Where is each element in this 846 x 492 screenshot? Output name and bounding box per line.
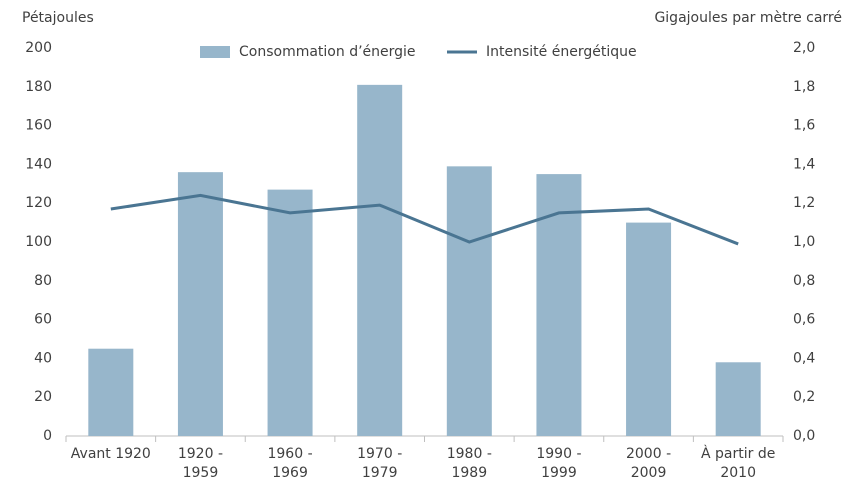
x-tick-label: 1960 -1969	[267, 446, 312, 481]
x-tick-label: À partir de 2010	[701, 445, 775, 481]
x-tick-label: 1970 -1979	[357, 446, 402, 481]
bar	[267, 189, 313, 436]
y2-tick-label: 1,6	[793, 118, 815, 134]
y-tick-label: 160	[25, 118, 52, 134]
y2-tick-label: 0,2	[793, 389, 815, 405]
y-tick-label: 40	[34, 350, 52, 366]
y2-tick-label: 2,0	[793, 40, 815, 56]
legend-label: Intensité énergétique	[486, 44, 637, 60]
y-tick-label: 20	[34, 389, 52, 405]
line	[110, 193, 739, 246]
y-tick-label: 120	[25, 195, 52, 211]
y2-axis-label: Gigajoules par mètre carré	[654, 10, 842, 26]
y2-tick-label: 0,8	[793, 273, 815, 289]
y2-tick-label: 1,0	[793, 234, 815, 250]
y-tick-label: 140	[25, 156, 52, 172]
y-tick-label: 60	[34, 312, 52, 328]
y2-tick-label: 0,6	[793, 312, 815, 328]
y2-tick-label: 1,4	[793, 156, 815, 172]
bar	[177, 172, 223, 436]
bar	[357, 84, 403, 437]
bar	[715, 362, 761, 436]
y2-tick-label: 0,4	[793, 350, 815, 366]
bar	[446, 166, 492, 436]
y-tick-label: 0	[43, 428, 52, 444]
legend-swatch	[200, 46, 230, 58]
y2-tick-label: 1,2	[793, 195, 815, 211]
y2-tick-label: 0,0	[793, 428, 815, 444]
x-tick-label: 1920 -1959	[178, 446, 223, 481]
y-tick-label: 80	[34, 273, 52, 289]
y-tick-label: 180	[25, 79, 52, 95]
bar	[626, 222, 672, 436]
y-axis-label: Pétajoules	[22, 10, 94, 26]
y2-tick-label: 1,8	[793, 79, 815, 95]
legend-label: Consommation d’énergie	[239, 44, 416, 60]
y-tick-label: 100	[25, 234, 52, 250]
x-tick-label: 2000 -2009	[626, 446, 671, 481]
x-tick-label: 1980 -1989	[447, 446, 492, 481]
x-tick-label: 1990 -1999	[536, 446, 581, 481]
x-tick-label: Avant 1920	[71, 446, 151, 462]
y-tick-label: 200	[25, 40, 52, 56]
bar	[88, 348, 134, 436]
